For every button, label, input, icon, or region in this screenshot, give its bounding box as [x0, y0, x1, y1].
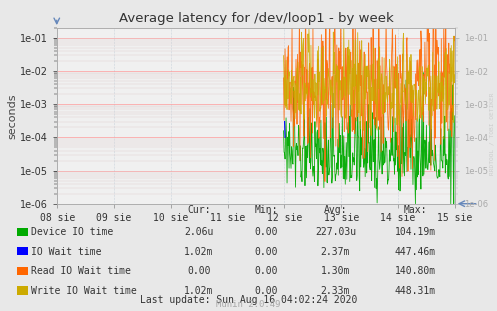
Text: 1.02m: 1.02m — [184, 247, 214, 257]
Text: 227.03u: 227.03u — [315, 227, 356, 237]
Text: Read IO Wait time: Read IO Wait time — [31, 266, 131, 276]
Text: 2.37m: 2.37m — [321, 247, 350, 257]
Text: Write IO Wait time: Write IO Wait time — [31, 286, 137, 296]
Text: 448.31m: 448.31m — [395, 286, 435, 296]
Text: 1.30m: 1.30m — [321, 266, 350, 276]
Text: 2.33m: 2.33m — [321, 286, 350, 296]
Text: 104.19m: 104.19m — [395, 227, 435, 237]
Y-axis label: seconds: seconds — [7, 93, 17, 139]
Text: Last update: Sun Aug 16 04:02:24 2020: Last update: Sun Aug 16 04:02:24 2020 — [140, 295, 357, 305]
Text: 0.00: 0.00 — [254, 286, 278, 296]
Text: RRDTOOL / TOBI OETIKER: RRDTOOL / TOBI OETIKER — [490, 92, 495, 175]
Text: Munin 2.0.49: Munin 2.0.49 — [216, 300, 281, 309]
Text: Max:: Max: — [403, 205, 427, 215]
Text: 0.00: 0.00 — [187, 266, 211, 276]
Text: 1.02m: 1.02m — [184, 286, 214, 296]
Text: 140.80m: 140.80m — [395, 266, 435, 276]
Text: Avg:: Avg: — [324, 205, 347, 215]
Text: Min:: Min: — [254, 205, 278, 215]
Title: Average latency for /dev/loop1 - by week: Average latency for /dev/loop1 - by week — [119, 12, 393, 26]
Text: 0.00: 0.00 — [254, 247, 278, 257]
Text: IO Wait time: IO Wait time — [31, 247, 102, 257]
Text: Cur:: Cur: — [187, 205, 211, 215]
Text: Device IO time: Device IO time — [31, 227, 113, 237]
Text: 447.46m: 447.46m — [395, 247, 435, 257]
Text: 2.06u: 2.06u — [184, 227, 214, 237]
Text: 0.00: 0.00 — [254, 266, 278, 276]
Text: 0.00: 0.00 — [254, 227, 278, 237]
